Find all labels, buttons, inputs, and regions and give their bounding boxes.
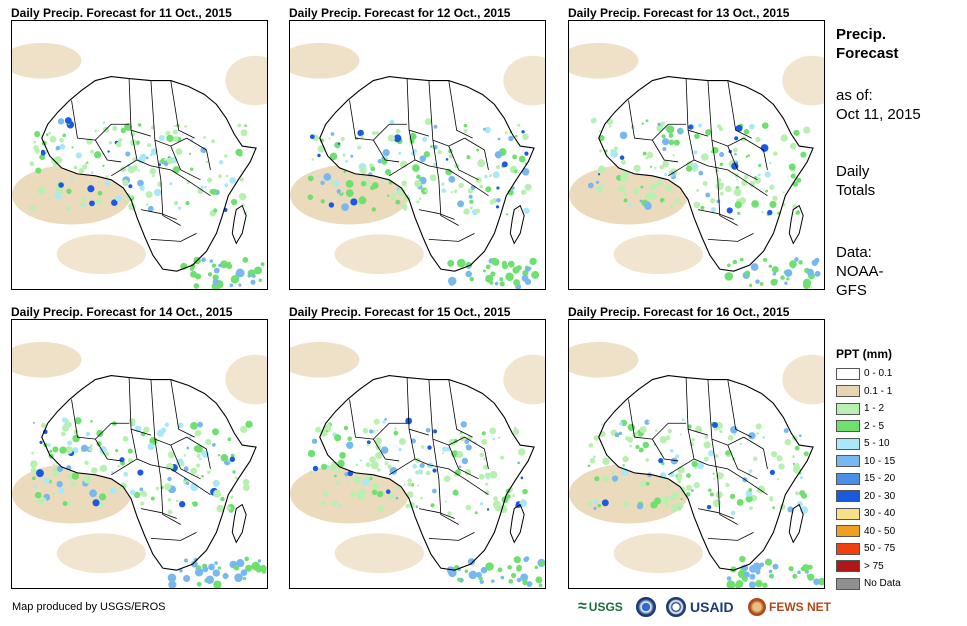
legend-swatch (836, 577, 860, 590)
map-graphic (569, 42, 824, 289)
legend-swatch (836, 455, 860, 467)
usaid-seal-icon (666, 597, 686, 617)
legend-swatch (836, 420, 860, 432)
legend-item: 15 - 20 (836, 471, 895, 486)
legend-label: 20 - 30 (864, 490, 896, 502)
totals-line-1: Daily (836, 163, 870, 180)
legend-label: 0 - 0.1 (864, 368, 893, 379)
legend-item: 0 - 0.1 (836, 366, 892, 381)
map-graphic (569, 341, 824, 588)
legend-swatch (836, 385, 860, 397)
panel-title: Daily Precip. Forecast for 12 Oct., 2015 (289, 6, 511, 20)
legend-swatch (836, 507, 860, 520)
forecast-map-panel-3 (568, 20, 825, 290)
map-graphic (12, 42, 267, 289)
heading-line-2: Forecast (836, 45, 899, 62)
totals-line-2: Totals (836, 182, 876, 199)
panel-title: Daily Precip. Forecast for 16 Oct., 2015 (568, 305, 790, 319)
legend-swatch (836, 437, 860, 450)
forecast-map-panel-4 (11, 319, 268, 589)
legend-item: 40 - 50 (836, 524, 895, 539)
legend-label: 1 - 2 (864, 403, 885, 414)
legend-label: 40 - 50 (864, 525, 896, 537)
legend-swatch (836, 525, 860, 537)
as-of-label: as of: (836, 87, 873, 104)
legend-item: 30 - 40 (836, 506, 895, 521)
legend-label: 10 - 15 (864, 455, 896, 467)
panel-title: Daily Precip. Forecast for 11 Oct., 2015 (11, 6, 232, 20)
legend-item: > 75 (836, 559, 884, 574)
legend-item: 10 - 15 (836, 454, 895, 469)
forecast-map-panel-5 (289, 319, 546, 589)
panel-title: Daily Precip. Forecast for 14 Oct., 2015 (11, 305, 233, 319)
legend-label: 30 - 40 (864, 508, 896, 519)
data-source-line-1: NOAA- (836, 263, 884, 280)
legend-item: 50 - 75 (836, 541, 895, 556)
forecast-map-panel-1 (11, 20, 268, 290)
panel-title: Daily Precip. Forecast for 15 Oct., 2015 (289, 305, 511, 319)
legend-label: 5 - 10 (864, 438, 890, 449)
forecast-map-panel-6 (568, 319, 825, 589)
as-of-block: as of: Oct 11, 2015 (836, 86, 921, 124)
panel-title: Daily Precip. Forecast for 13 Oct., 2015 (568, 6, 790, 20)
legend-item: 2 - 5 (836, 419, 884, 434)
legend-label: 15 - 20 (864, 473, 896, 484)
legend-item: 5 - 10 (836, 436, 890, 451)
legend-title: PPT (mm) (836, 347, 893, 361)
legend-label: 2 - 5 (864, 420, 885, 432)
legend-swatch (836, 402, 860, 415)
legend-swatch (836, 472, 860, 485)
legend-label: > 75 (864, 560, 884, 572)
fews-net-icon (748, 598, 766, 616)
legend-swatch (836, 560, 860, 572)
totals-block: Daily Totals (836, 162, 875, 200)
legend-item: 20 - 30 (836, 489, 895, 504)
legend-label: 50 - 75 (864, 543, 896, 554)
noaa-seal-icon (636, 597, 656, 617)
data-source-block: Data: NOAA- GFS (836, 243, 884, 300)
forecast-map-panel-2 (289, 20, 546, 290)
usgs-logo: ≈ USGS (578, 598, 623, 615)
map-graphic (290, 341, 545, 588)
data-source-label: Data: (836, 244, 872, 261)
noaa-logo (636, 596, 656, 618)
legend-label: 0.1 - 1 (864, 385, 893, 397)
map-credit: Map produced by USGS/EROS (12, 601, 166, 613)
usaid-seal-logo (666, 596, 686, 618)
map-graphic (12, 341, 267, 588)
heading-line-1: Precip. (836, 26, 887, 43)
usaid-logo: USAID (690, 599, 734, 615)
legend-item: 1 - 2 (836, 401, 884, 416)
legend-swatch (836, 542, 860, 555)
fews-net-logo: FEWS NET (748, 596, 831, 618)
legend-swatch (836, 490, 860, 502)
legend-item: 0.1 - 1 (836, 384, 892, 399)
legend-swatch (836, 367, 860, 380)
legend-label: No Data (864, 578, 901, 589)
map-heading: Precip. Forecast (836, 25, 899, 63)
map-graphic (290, 42, 545, 289)
data-source-line-2: GFS (836, 282, 867, 299)
as-of-date: Oct 11, 2015 (836, 106, 921, 123)
legend-item: No Data (836, 576, 901, 591)
